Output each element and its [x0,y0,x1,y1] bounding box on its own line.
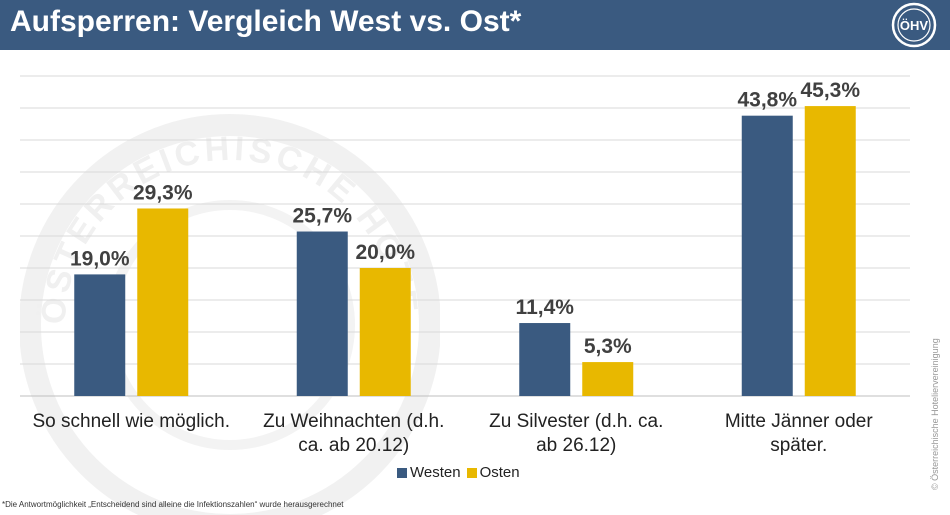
copyright-note: © Österreichische Hoteliervereinigung [930,338,940,490]
category-label: So schnell wie möglich. [33,411,230,432]
footnote: *Die Antwortmöglichkeit „Entscheidend si… [2,500,344,509]
legend-swatch-osten [466,467,477,478]
bar-osten [137,208,189,396]
legend-item-osten: Osten [466,464,520,481]
data-label-westen: 19,0% [70,247,130,270]
header-bar: Aufsperren: Vergleich West vs. Ost* ÖHV [0,0,950,50]
ohv-logo: ÖHV [891,2,937,48]
page-title: Aufsperren: Vergleich West vs. Ost* [10,5,522,38]
data-label-westen: 43,8% [737,89,797,112]
data-label-westen: 25,7% [292,205,352,228]
bar-westen [741,115,793,397]
data-label-osten: 20,0% [355,241,415,264]
legend-item-westen: Westen [397,464,461,481]
bar-westen [519,323,571,396]
category-label: Zu Weihnachten (d.h. ca. ab 20.12) [263,411,444,456]
bar-osten [582,362,634,396]
category-labels: So schnell wie möglich. Zu Weihnachten (d… [33,411,874,456]
bars [74,106,856,397]
data-label-osten: 45,3% [800,79,860,102]
category-label: Zu Silvester (d.h. ca. ab 26.12) [489,411,663,456]
data-label-osten: 5,3% [584,335,632,358]
bar-westen [74,274,126,396]
bar-osten [804,106,856,396]
bar-osten [359,268,411,396]
legend-label-westen: Westen [410,464,461,481]
data-label-westen: 11,4% [516,296,575,319]
logo-text: ÖHV [900,18,929,33]
data-label-osten: 29,3% [133,181,193,204]
category-label: Mitte Jänner oder später. [725,411,874,456]
bar-westen [296,231,348,396]
legend-swatch-westen [397,467,407,478]
data-labels: 19,0% 29,3% 25,7%20,0% 11,4% 5,3% 43,8% 45,3% [70,79,860,358]
legend-label-osten: Osten [479,464,520,481]
legend: Westen Osten [397,464,526,481]
